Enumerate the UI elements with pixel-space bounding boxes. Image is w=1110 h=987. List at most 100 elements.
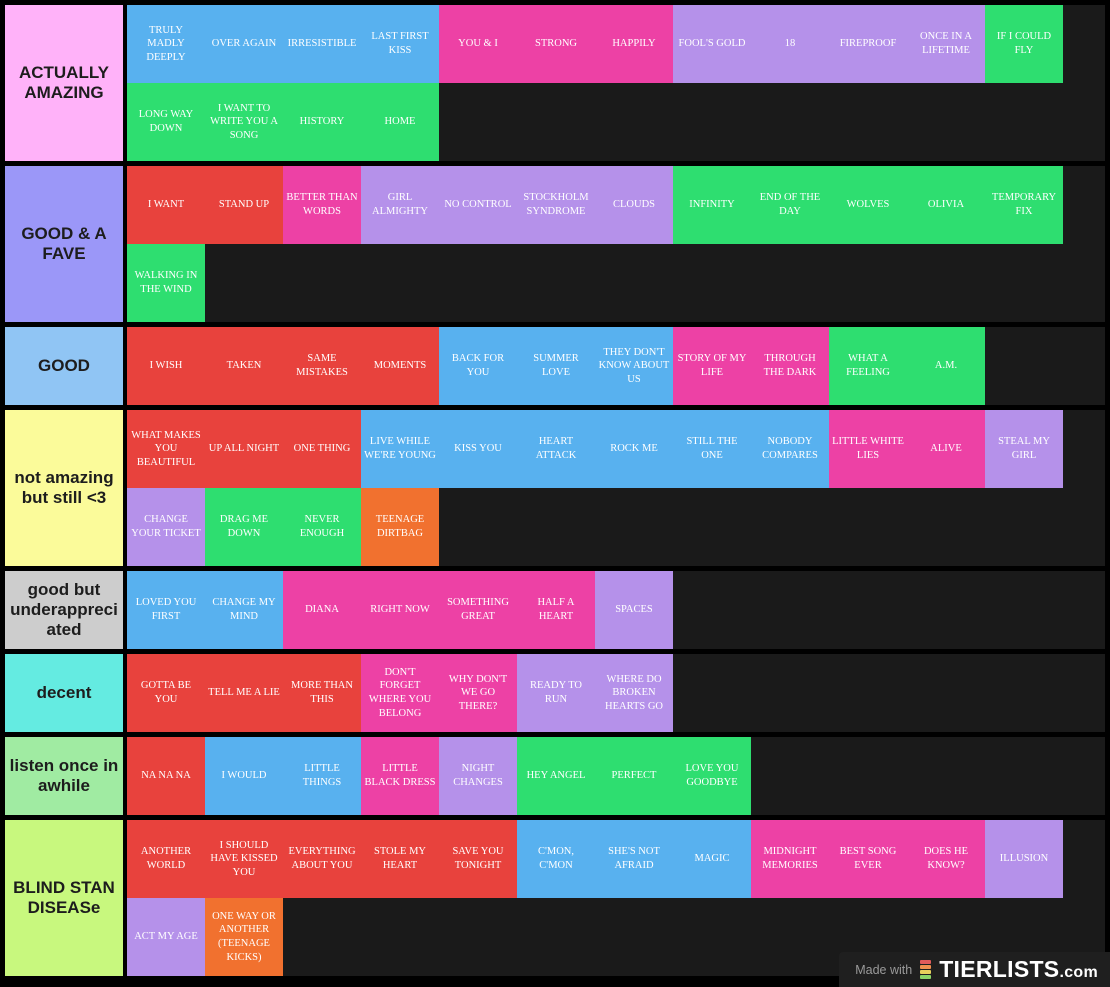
song-tile[interactable]: MOMENTS bbox=[361, 327, 439, 405]
song-tile[interactable]: NEVER ENOUGH bbox=[283, 488, 361, 566]
song-tile[interactable]: READY TO RUN bbox=[517, 654, 595, 732]
tier-songs-area: ANOTHER WORLD I SHOULD HAVE KISSED YOU EVE… bbox=[127, 820, 1105, 976]
song-tile[interactable]: WHY DON'T WE GO THERE? bbox=[439, 654, 517, 732]
song-tile[interactable]: ILLUSION bbox=[985, 820, 1063, 898]
song-tile[interactable]: THROUGH THE DARK bbox=[751, 327, 829, 405]
song-tile[interactable]: C'MON, C'MON bbox=[517, 820, 595, 898]
song-tile[interactable]: LITTLE WHITE LIES bbox=[829, 410, 907, 488]
song-tile[interactable]: LOVE YOU GOODBYE bbox=[673, 737, 751, 815]
song-tile[interactable]: DOES HE KNOW? bbox=[907, 820, 985, 898]
song-tile[interactable]: I WOULD bbox=[205, 737, 283, 815]
song-tile[interactable]: SAME MISTAKES bbox=[283, 327, 361, 405]
song-tile[interactable]: A.M. bbox=[907, 327, 985, 405]
song-tile[interactable]: 18 bbox=[751, 5, 829, 83]
song-tile[interactable]: FOOL'S GOLD bbox=[673, 5, 751, 83]
song-tile[interactable]: WHERE DO BROKEN HEARTS GO bbox=[595, 654, 673, 732]
song-tile[interactable]: ROCK ME bbox=[595, 410, 673, 488]
song-tile[interactable]: LITTLE THINGS bbox=[283, 737, 361, 815]
song-tile[interactable]: WALKING IN THE WIND bbox=[127, 244, 205, 322]
song-tile[interactable]: NA NA NA bbox=[127, 737, 205, 815]
song-tile[interactable]: YOU & I bbox=[439, 5, 517, 83]
song-tile[interactable]: INFINITY bbox=[673, 166, 751, 244]
song-tile[interactable]: BACK FOR YOU bbox=[439, 327, 517, 405]
song-tile[interactable]: I SHOULD HAVE KISSED YOU bbox=[205, 820, 283, 898]
song-tile[interactable]: ONE THING bbox=[283, 410, 361, 488]
song-tile[interactable]: MIDNIGHT MEMORIES bbox=[751, 820, 829, 898]
logo-bar bbox=[920, 965, 932, 969]
song-tile[interactable]: NOBODY COMPARES bbox=[751, 410, 829, 488]
song-tile[interactable]: UP ALL NIGHT bbox=[205, 410, 283, 488]
song-tile[interactable]: I WANT TO WRITE YOU A SONG bbox=[205, 83, 283, 161]
song-tile[interactable]: THEY DON'T KNOW ABOUT US bbox=[595, 327, 673, 405]
song-tile[interactable]: STOLE MY HEART bbox=[361, 820, 439, 898]
tier-songs-area: NA NA NA I WOULD LITTLE THINGS LITTLE BLACK… bbox=[127, 737, 1105, 815]
song-tile[interactable]: OLIVIA bbox=[907, 166, 985, 244]
song-tile[interactable]: RIGHT NOW bbox=[361, 571, 439, 649]
song-tile[interactable]: TEENAGE DIRTBAG bbox=[361, 488, 439, 566]
song-tile[interactable]: LITTLE BLACK DRESS bbox=[361, 737, 439, 815]
song-tile[interactable]: HEY ANGEL bbox=[517, 737, 595, 815]
song-tile[interactable]: CHANGE MY MIND bbox=[205, 571, 283, 649]
song-tile[interactable]: HISTORY bbox=[283, 83, 361, 161]
song-tile[interactable]: PERFECT bbox=[595, 737, 673, 815]
song-tile[interactable]: END OF THE DAY bbox=[751, 166, 829, 244]
song-tile[interactable]: LAST FIRST KISS bbox=[361, 5, 439, 83]
song-tile[interactable]: DIANA bbox=[283, 571, 361, 649]
song-tile[interactable]: I WANT bbox=[127, 166, 205, 244]
song-tile[interactable]: ONE WAY OR ANOTHER (TEENAGE KICKS) bbox=[205, 898, 283, 976]
song-tile[interactable]: STORY OF MY LIFE bbox=[673, 327, 751, 405]
song-tile[interactable]: WHAT A FEELING bbox=[829, 327, 907, 405]
song-tile[interactable]: SPACES bbox=[595, 571, 673, 649]
song-tile[interactable]: CLOUDS bbox=[595, 166, 673, 244]
song-tile[interactable]: GOTTA BE YOU bbox=[127, 654, 205, 732]
song-tile[interactable]: SHE'S NOT AFRAID bbox=[595, 820, 673, 898]
song-tile[interactable]: SAVE YOU TONIGHT bbox=[439, 820, 517, 898]
song-tile[interactable]: EVERYTHING ABOUT YOU bbox=[283, 820, 361, 898]
song-tile[interactable]: ONCE IN A LIFETIME bbox=[907, 5, 985, 83]
tierlists-watermark[interactable]: Made with TIERLISTS.com bbox=[839, 952, 1110, 987]
song-tile[interactable]: MAGIC bbox=[673, 820, 751, 898]
song-tile[interactable]: NO CONTROL bbox=[439, 166, 517, 244]
song-tile[interactable]: DON'T FORGET WHERE YOU BELONG bbox=[361, 654, 439, 732]
song-tile[interactable]: STEAL MY GIRL bbox=[985, 410, 1063, 488]
song-tile[interactable]: WHAT MAKES YOU BEAUTIFUL bbox=[127, 410, 205, 488]
song-tile[interactable]: TELL ME A LIE bbox=[205, 654, 283, 732]
song-tile[interactable]: LONG WAY DOWN bbox=[127, 83, 205, 161]
song-tile[interactable]: BETTER THAN WORDS bbox=[283, 166, 361, 244]
song-tile[interactable]: SOMETHING GREAT bbox=[439, 571, 517, 649]
song-tile[interactable]: HALF A HEART bbox=[517, 571, 595, 649]
song-tile[interactable]: STRONG bbox=[517, 5, 595, 83]
song-tile[interactable]: TEMPORARY FIX bbox=[985, 166, 1063, 244]
song-tile[interactable]: IF I COULD FLY bbox=[985, 5, 1063, 83]
song-tile[interactable]: SUMMER LOVE bbox=[517, 327, 595, 405]
song-tile[interactable]: ACT MY AGE bbox=[127, 898, 205, 976]
song-tile[interactable]: KISS YOU bbox=[439, 410, 517, 488]
song-tile[interactable]: HOME bbox=[361, 83, 439, 161]
song-tile[interactable]: TAKEN bbox=[205, 327, 283, 405]
song-tile[interactable]: I WISH bbox=[127, 327, 205, 405]
song-tile[interactable]: HEART ATTACK bbox=[517, 410, 595, 488]
song-tile[interactable]: HAPPILY bbox=[595, 5, 673, 83]
song-tile[interactable]: OVER AGAIN bbox=[205, 5, 283, 83]
song-tile[interactable]: ANOTHER WORLD bbox=[127, 820, 205, 898]
song-tile[interactable]: STAND UP bbox=[205, 166, 283, 244]
song-tile[interactable]: STOCKHOLM SYNDROME bbox=[517, 166, 595, 244]
song-tile[interactable]: ALIVE bbox=[907, 410, 985, 488]
song-tile[interactable]: GIRL ALMIGHTY bbox=[361, 166, 439, 244]
song-tile[interactable]: IRRESISTIBLE bbox=[283, 5, 361, 83]
song-tile[interactable]: TRULY MADLY DEEPLY bbox=[127, 5, 205, 83]
song-tile[interactable]: WOLVES bbox=[829, 166, 907, 244]
song-tile[interactable]: BEST SONG EVER bbox=[829, 820, 907, 898]
logo-bar bbox=[920, 975, 932, 979]
song-tile[interactable]: LIVE WHILE WE'RE YOUNG bbox=[361, 410, 439, 488]
song-tile[interactable]: DRAG ME DOWN bbox=[205, 488, 283, 566]
song-tile[interactable]: STILL THE ONE bbox=[673, 410, 751, 488]
tier-songs-area: GOTTA BE YOU TELL ME A LIE MORE THAN THIS D… bbox=[127, 654, 1105, 732]
song-tile[interactable]: CHANGE YOUR TICKET bbox=[127, 488, 205, 566]
song-tile[interactable]: NIGHT CHANGES bbox=[439, 737, 517, 815]
tier-songs-area: I WANT STAND UP BETTER THAN WORDS GIRL ALMI… bbox=[127, 166, 1105, 322]
song-tile[interactable]: FIREPROOF bbox=[829, 5, 907, 83]
song-tile[interactable]: MORE THAN THIS bbox=[283, 654, 361, 732]
song-tile[interactable]: LOVED YOU FIRST bbox=[127, 571, 205, 649]
